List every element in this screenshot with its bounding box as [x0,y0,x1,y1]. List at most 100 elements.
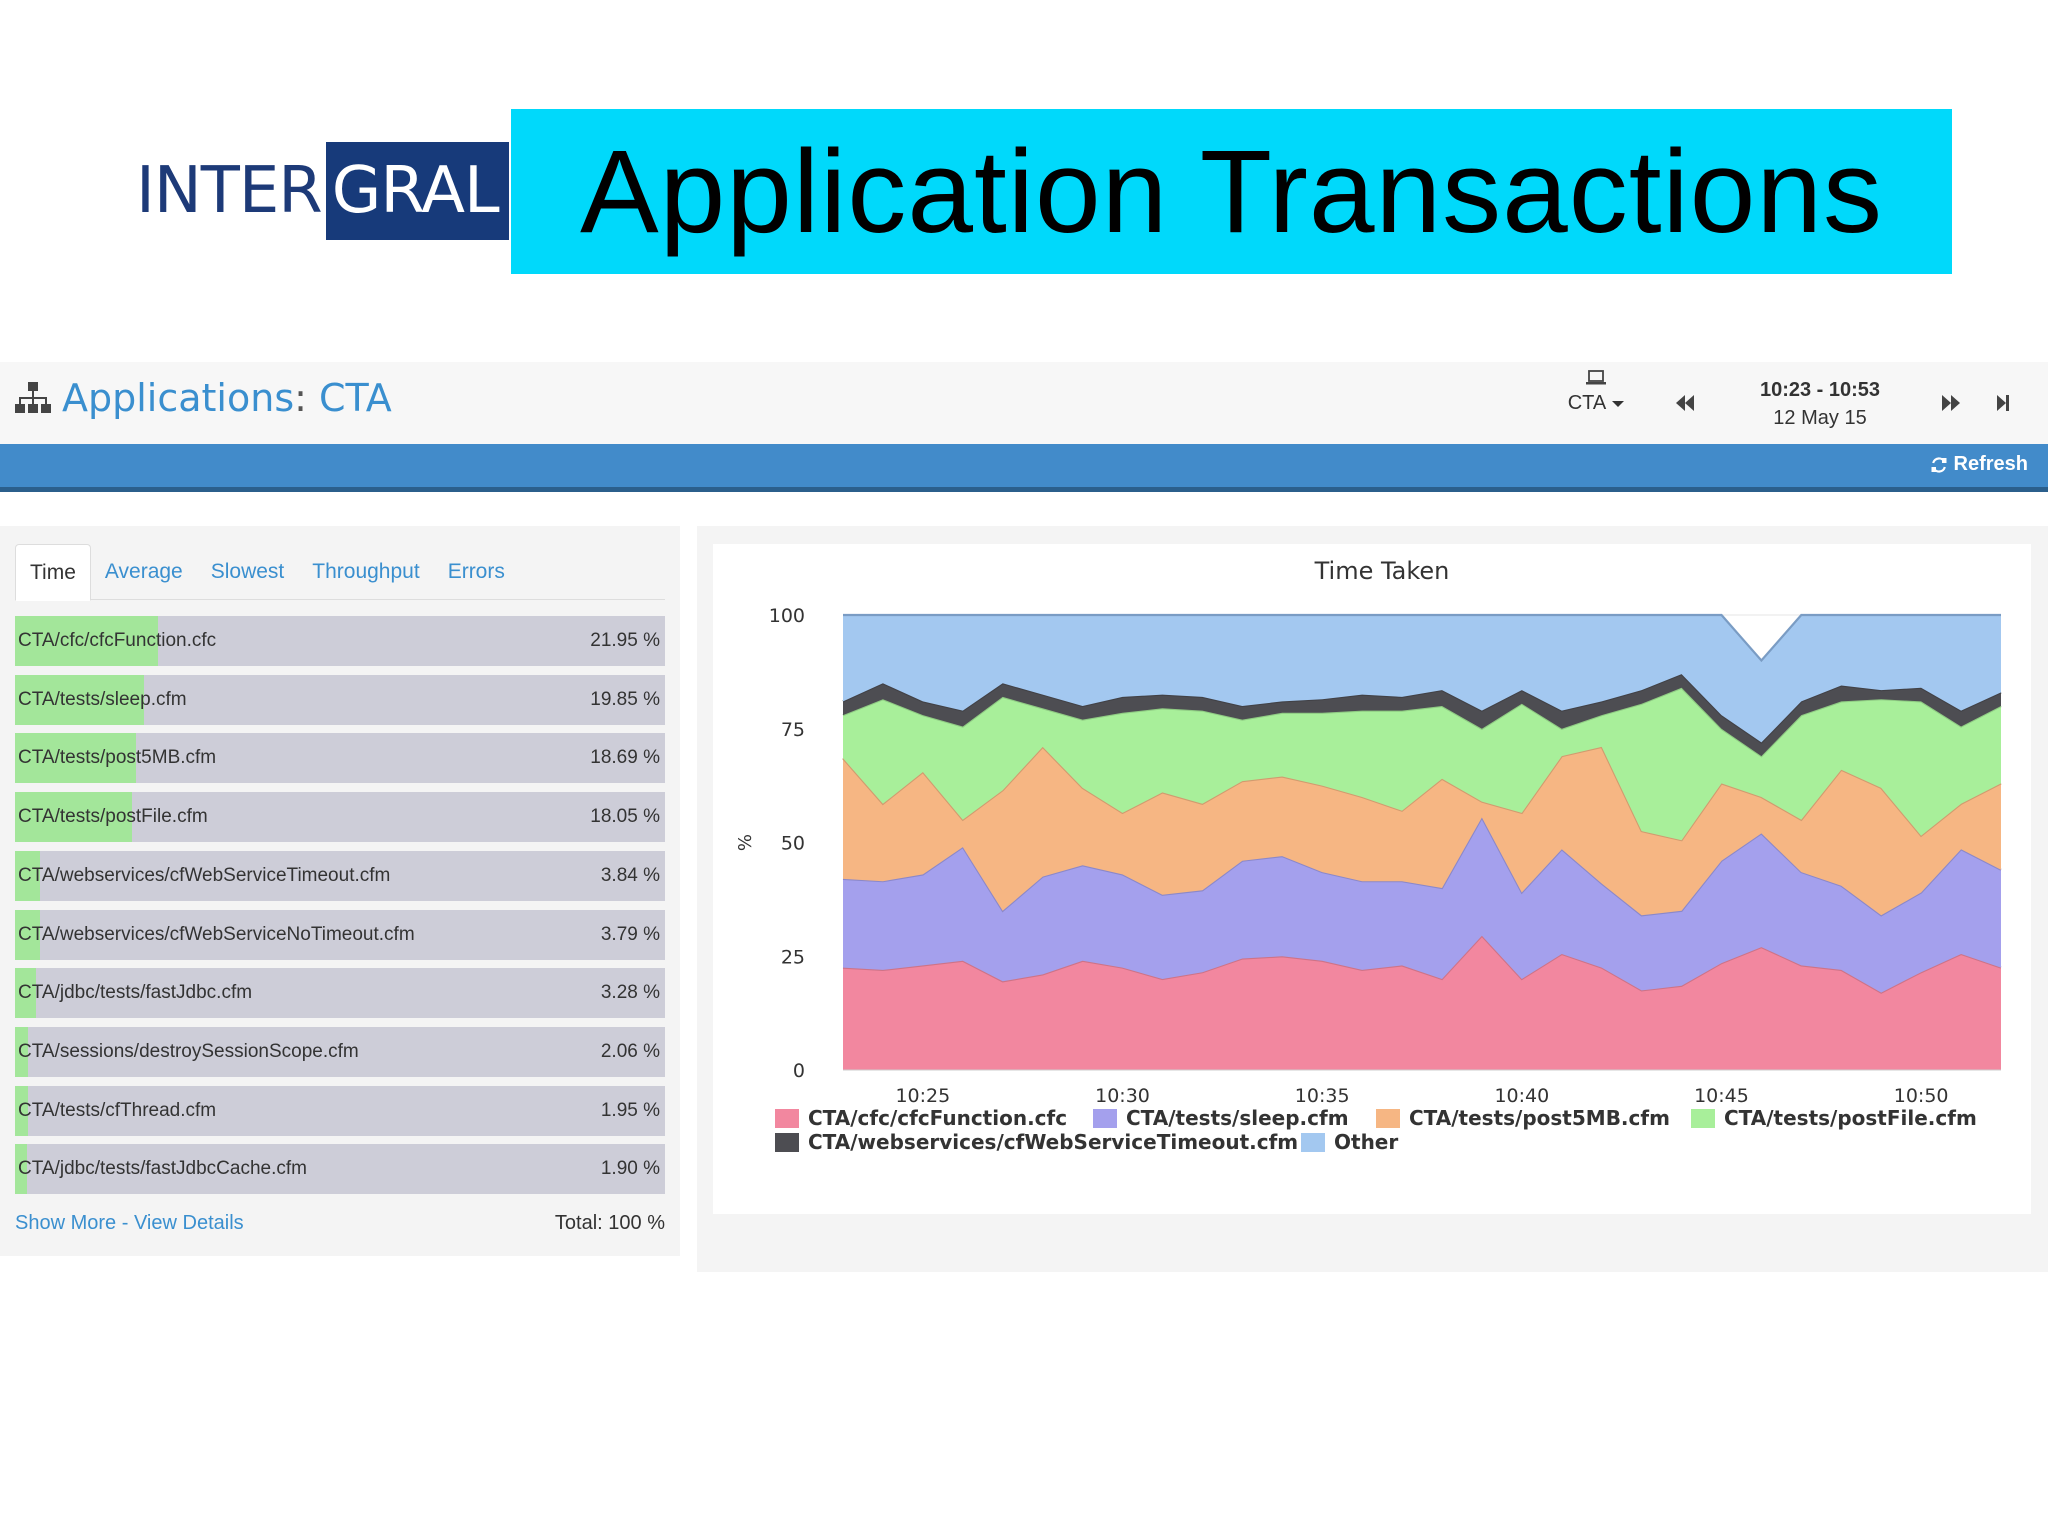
transaction-percent: 2.06 % [600,1040,660,1062]
intergral-logo: INTER GRAL [136,142,509,240]
refresh-label: Refresh [1953,453,2028,475]
chart-panel: Time Taken 0 25 50 75 100% 10:25 10:30 10:35 10:4… [697,526,2048,1272]
panel-footer-links: Show More - View Details [15,1212,244,1235]
link-separator: - [121,1212,129,1234]
show-more-link[interactable]: Show More [15,1212,117,1234]
slide-title-banner: Application Transactions [511,109,1952,274]
transaction-share-bar [15,1026,29,1077]
transaction-row[interactable]: CTA/webservices/cfWebServiceTimeout.cfm 3… [15,850,665,901]
legend-label: Other [1334,1130,1398,1154]
y-tick-label: 25 [781,946,805,968]
transaction-percent: 21.95 % [590,630,660,651]
transaction-row[interactable]: CTA/tests/cfThread.cfm 1.95 % [15,1085,665,1136]
y-tick-label: 100 [769,605,805,627]
legend-label: CTA/webservices/cfWebServiceTimeout.cfm [808,1130,1298,1154]
y-tick-label: 50 [781,833,805,855]
skip-to-end-icon [1997,395,2009,411]
transaction-share-bar [15,792,133,843]
tab-errors[interactable]: Errors [447,560,505,583]
applications-link[interactable]: Applications [62,376,295,420]
tab-throughput[interactable]: Throughput [312,560,420,583]
transaction-share-bar [15,1085,28,1136]
chart-svg: Time Taken 0 25 50 75 100% 10:25 10:30 10:35 10:4… [735,557,2002,1154]
time-range-date: 12 May 15 [1773,407,1867,429]
transaction-name: CTA/jdbc/tests/fastJdbc.cfm [18,982,253,1004]
slide-title: Application Transactions [579,125,1884,258]
transaction-name: CTA/cfc/cfcFunction.cfc [18,630,217,651]
legend-label: CTA/cfc/cfcFunction.cfc [808,1106,1067,1130]
y-tick-label: 0 [793,1060,805,1082]
logo-gral-text: GRAL [325,142,509,240]
tab-slowest[interactable]: Slowest [210,560,285,583]
transaction-name: CTA/jdbc/tests/fastJdbcCache.cfm [18,1158,307,1180]
legend-swatch [1301,1133,1325,1152]
app-header-bar: Applications: CTA CTA 10:23 - 10:53 12 Ma… [0,362,2048,444]
transaction-name: CTA/tests/postFile.cfm [18,806,208,828]
transaction-tabs: Time Average Slowest Throughput Errors [15,544,665,601]
transaction-share-bar [15,616,158,666]
time-range: 10:23 - 10:53 [1759,379,1881,401]
y-tick-label: 75 [781,719,805,741]
rewind-button[interactable] [1670,388,1700,418]
x-tick-label: 10:50 [1894,1085,1949,1107]
transaction-name: CTA/tests/sleep.cfm [18,688,187,710]
environment-dropdown[interactable]: CTA [1552,370,1640,415]
view-details-link[interactable]: View Details [133,1212,244,1234]
transaction-percent: 18.69 % [590,747,660,769]
x-tick-label: 10:30 [1095,1085,1150,1107]
transaction-row[interactable]: CTA/tests/sleep.cfm 19.85 % [15,674,665,725]
tab-average[interactable]: Average [104,560,183,583]
legend-swatch [775,1109,799,1128]
y-axis-label: % [735,834,756,851]
transaction-percent: 1.95 % [600,1099,660,1121]
x-tick-label: 10:25 [895,1085,950,1107]
transaction-share-bar [15,674,145,725]
skip-to-end-button[interactable] [1988,388,2018,418]
transaction-row[interactable]: CTA/jdbc/tests/fastJdbc.cfm 3.28 % [15,968,665,1019]
transaction-name: CTA/webservices/cfWebServiceTimeout.cfm [18,864,391,886]
page-title: Applications: CTA [14,376,392,420]
refresh-button[interactable]: Refresh [1930,453,2028,476]
area-series-5 [843,615,2001,743]
time-taken-chart: Time Taken 0 25 50 75 100% 10:25 10:30 10:35 10:4… [713,544,2031,1214]
transaction-percent: 1.90 % [600,1158,660,1180]
time-range-display[interactable]: 10:23 - 10:53 12 May 15 [1740,376,1900,432]
transaction-name: CTA/webservices/cfWebServiceNoTimeout.cf… [18,923,415,945]
transaction-row[interactable]: CTA/jdbc/tests/fastJdbcCache.cfm 1.90 % [15,1144,665,1195]
transaction-share-bar [15,909,40,960]
transaction-percent: 19.85 % [590,688,660,710]
transaction-name: CTA/sessions/destroySessionScope.cfm [18,1040,359,1062]
transaction-row[interactable]: CTA/cfc/cfcFunction.cfc 21.95 % [15,616,665,666]
transaction-percent: 3.28 % [600,982,660,1004]
chart-title: Time Taken [1314,557,1450,585]
environment-label: CTA [1567,392,1607,414]
total-label: Total: 100 % [554,1212,665,1234]
area-series-2 [843,746,2001,916]
legend-label: CTA/tests/post5MB.cfm [1409,1106,1670,1130]
x-tick-label: 10:40 [1494,1085,1549,1107]
transaction-row[interactable]: CTA/tests/post5MB.cfm 18.69 % [15,733,665,784]
toolbar-bar: Refresh [0,444,2048,492]
area-series-3 [843,687,2001,841]
laptop-icon [1586,370,1606,385]
legend-swatch [1691,1109,1715,1128]
tab-time[interactable]: Time [15,544,91,601]
transactions-panel: Time Average Slowest Throughput Errors C… [0,526,680,1256]
transaction-name: CTA/tests/post5MB.cfm [18,747,217,769]
transaction-row[interactable]: CTA/tests/postFile.cfm 18.05 % [15,792,665,843]
app-name: CTA [318,376,392,420]
transaction-share-bar [15,733,137,784]
rewind-icon [1676,395,1694,411]
legend-swatch [775,1133,799,1152]
transaction-share-bar [15,1144,28,1195]
transaction-percent: 3.79 % [600,923,660,945]
sitemap-icon [15,382,51,413]
transaction-row[interactable]: CTA/webservices/cfWebServiceNoTimeout.cf… [15,909,665,960]
x-tick-label: 10:45 [1694,1085,1749,1107]
transaction-row[interactable]: CTA/sessions/destroySessionScope.cfm 2.06… [15,1026,665,1077]
area-series-4 [843,674,2001,757]
x-tick-label: 10:35 [1295,1085,1350,1107]
fast-forward-button[interactable] [1936,388,1966,418]
refresh-icon [1931,456,1947,473]
title-separator: : [294,376,307,420]
